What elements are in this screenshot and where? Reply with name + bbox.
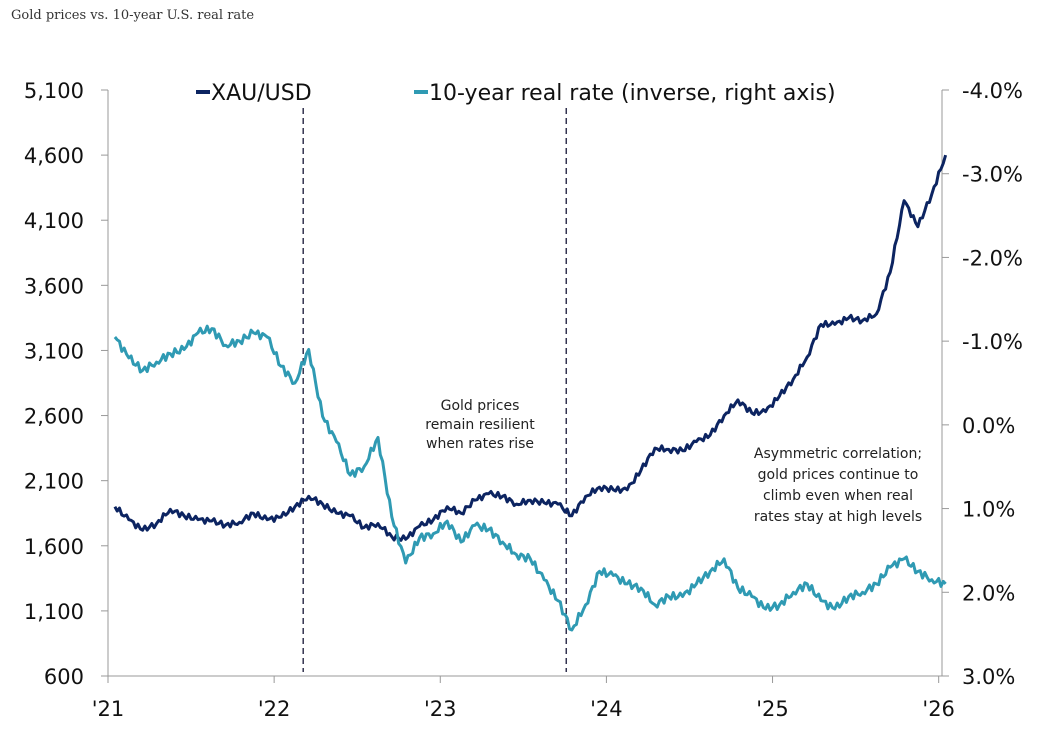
- annotation-text: Asymmetric correlation;: [754, 446, 922, 462]
- right-tick-label: -2.0%: [962, 246, 1023, 270]
- left-tick-label: 4,600: [24, 144, 84, 168]
- annotation-text: Gold prices: [441, 398, 520, 414]
- right-tick-label: 2.0%: [962, 581, 1015, 605]
- right-tick-label: -3.0%: [962, 163, 1023, 187]
- right-tick-label: -4.0%: [962, 79, 1023, 103]
- left-tick-label: 2,100: [24, 470, 84, 494]
- x-tick-label: '22: [258, 697, 291, 721]
- legend-label: XAU/USD: [211, 81, 312, 106]
- x-tick-label: '23: [424, 697, 457, 721]
- legend-label: 10-year real rate (inverse, right axis): [429, 81, 836, 106]
- chart-title: Gold prices vs. 10-year U.S. real rate: [11, 8, 255, 23]
- x-tick-label: '24: [590, 697, 623, 721]
- x-tick-label: '26: [922, 697, 955, 721]
- left-tick-label: 5,100: [24, 79, 84, 103]
- annotation-text: climb even when real: [763, 488, 913, 504]
- annotation-text: when rates rise: [426, 436, 534, 452]
- right-tick-label: -1.0%: [962, 330, 1023, 354]
- left-tick-label: 3,600: [24, 274, 84, 298]
- right-tick-label: 0.0%: [962, 414, 1015, 438]
- annotation-text: gold prices continue to: [758, 467, 919, 483]
- annotation-text: rates stay at high levels: [754, 509, 922, 525]
- right-tick-label: 3.0%: [962, 665, 1015, 689]
- x-tick-label: '21: [92, 697, 125, 721]
- left-tick-label: 2,600: [24, 405, 84, 429]
- left-tick-label: 600: [44, 665, 84, 689]
- right-tick-label: 1.0%: [962, 498, 1015, 522]
- real-rate-line: [113, 324, 947, 632]
- x-tick-label: '25: [756, 697, 789, 721]
- annotation-text: remain resilient: [425, 417, 535, 433]
- gold-price-line: [113, 154, 948, 542]
- left-tick-label: 4,100: [24, 209, 84, 233]
- left-tick-label: 1,100: [24, 600, 84, 624]
- left-tick-label: 3,100: [24, 339, 84, 363]
- left-tick-label: 1,600: [24, 535, 84, 559]
